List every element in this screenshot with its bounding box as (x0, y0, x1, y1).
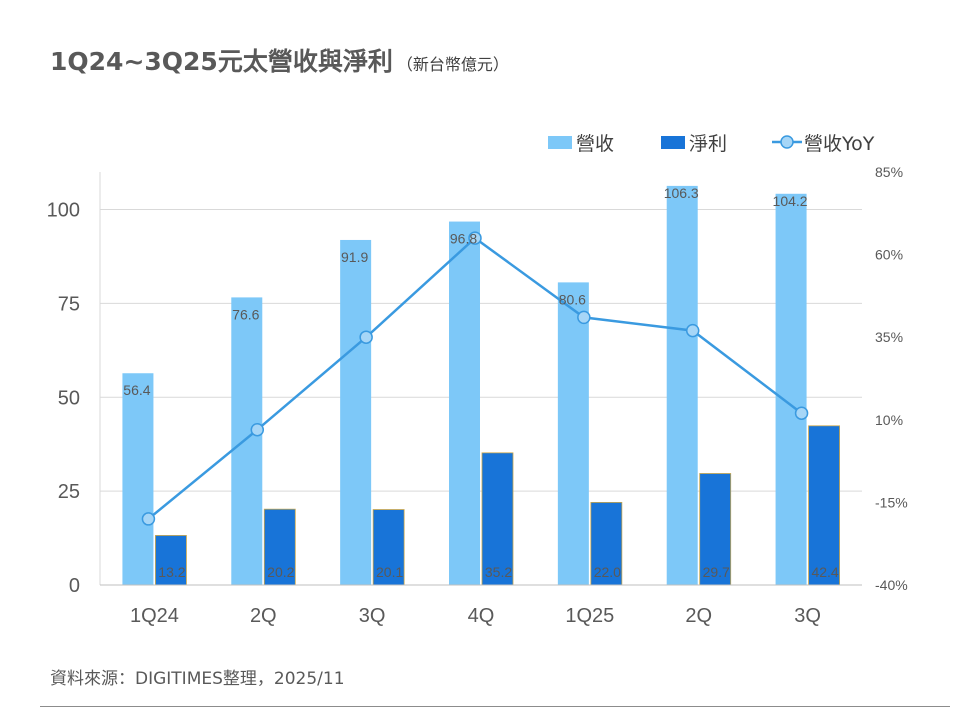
revenue-data-label: 56.4 (123, 382, 150, 398)
title-main: 1Q24~3Q25元太營收與淨利 (50, 47, 393, 76)
legend-label: 營收 (576, 133, 614, 155)
y-left-tick-label: 0 (69, 575, 80, 597)
legend-label: 營收YoY (804, 133, 875, 155)
revenue-bar (122, 373, 154, 585)
legend-swatch (548, 136, 572, 149)
revenue-bar (775, 193, 807, 585)
net-income-data-label: 42.4 (811, 564, 838, 580)
net-income-bar (481, 452, 514, 586)
revenue-bar (449, 221, 480, 585)
revenue-bar (231, 297, 263, 585)
legend-swatch (661, 136, 685, 149)
x-tick-label: 4Q (468, 605, 495, 627)
yoy-point (794, 406, 809, 420)
yoy-point (468, 231, 482, 245)
footer-divider (40, 706, 950, 707)
net-income-data-label: 35.2 (485, 564, 512, 580)
x-tick-label: 2Q (685, 605, 712, 627)
x-tick-label: 3Q (794, 605, 821, 627)
net-income-data-label: 20.1 (376, 564, 403, 580)
net-income-data-label: 20.2 (267, 564, 294, 580)
revenue-data-label: 76.6 (232, 306, 259, 322)
title-unit: （新台幣億元） (396, 55, 509, 74)
legend-marker (780, 135, 794, 149)
y-left-tick-label: 100 (47, 200, 80, 222)
net-income-data-label: 29.7 (703, 564, 730, 580)
y-right-tick-label: 85% (875, 164, 903, 180)
yoy-point (359, 330, 373, 344)
yoy-point (577, 310, 591, 325)
revenue-bar (557, 282, 589, 585)
x-tick-label: 3Q (359, 605, 386, 627)
source-note: 資料來源：DIGITIMES整理，2025/11 (50, 669, 345, 689)
net-income-data-label: 13.2 (158, 564, 185, 580)
net-income-bar (263, 508, 296, 586)
legend-label: 淨利 (689, 133, 727, 155)
revenue-bar (666, 185, 698, 585)
yoy-point (250, 422, 265, 437)
chart-title: 1Q24~3Q25元太營收與淨利 （新台幣億元） (50, 42, 509, 78)
net-income-bar (699, 473, 732, 586)
net-income-bar (155, 535, 187, 586)
revenue-data-label: 96.8 (450, 231, 477, 247)
revenue-data-label: 104.2 (773, 193, 808, 209)
yoy-point (141, 512, 156, 526)
revenue-bar (340, 239, 372, 585)
net-income-data-label: 22.0 (594, 564, 621, 580)
x-tick-label: 1Q24 (130, 605, 179, 627)
revenue-data-label: 80.6 (559, 291, 586, 307)
x-tick-label: 2Q (250, 605, 277, 627)
x-tick-label: 1Q25 (565, 605, 614, 627)
y-right-tick-label: 35% (875, 329, 903, 345)
y-right-tick-label: -40% (875, 577, 908, 593)
yoy-point (685, 323, 700, 338)
revenue-data-label: 91.9 (341, 249, 368, 265)
y-right-tick-label: 10% (875, 412, 903, 428)
revenue-data-label: 106.3 (664, 185, 699, 201)
y-left-tick-label: 25 (58, 481, 80, 503)
y-right-tick-label: -15% (875, 494, 908, 510)
y-left-tick-label: 50 (58, 387, 80, 409)
y-right-tick-label: 60% (875, 247, 903, 263)
y-left-tick-label: 75 (58, 293, 80, 315)
net-income-bar (808, 425, 840, 586)
